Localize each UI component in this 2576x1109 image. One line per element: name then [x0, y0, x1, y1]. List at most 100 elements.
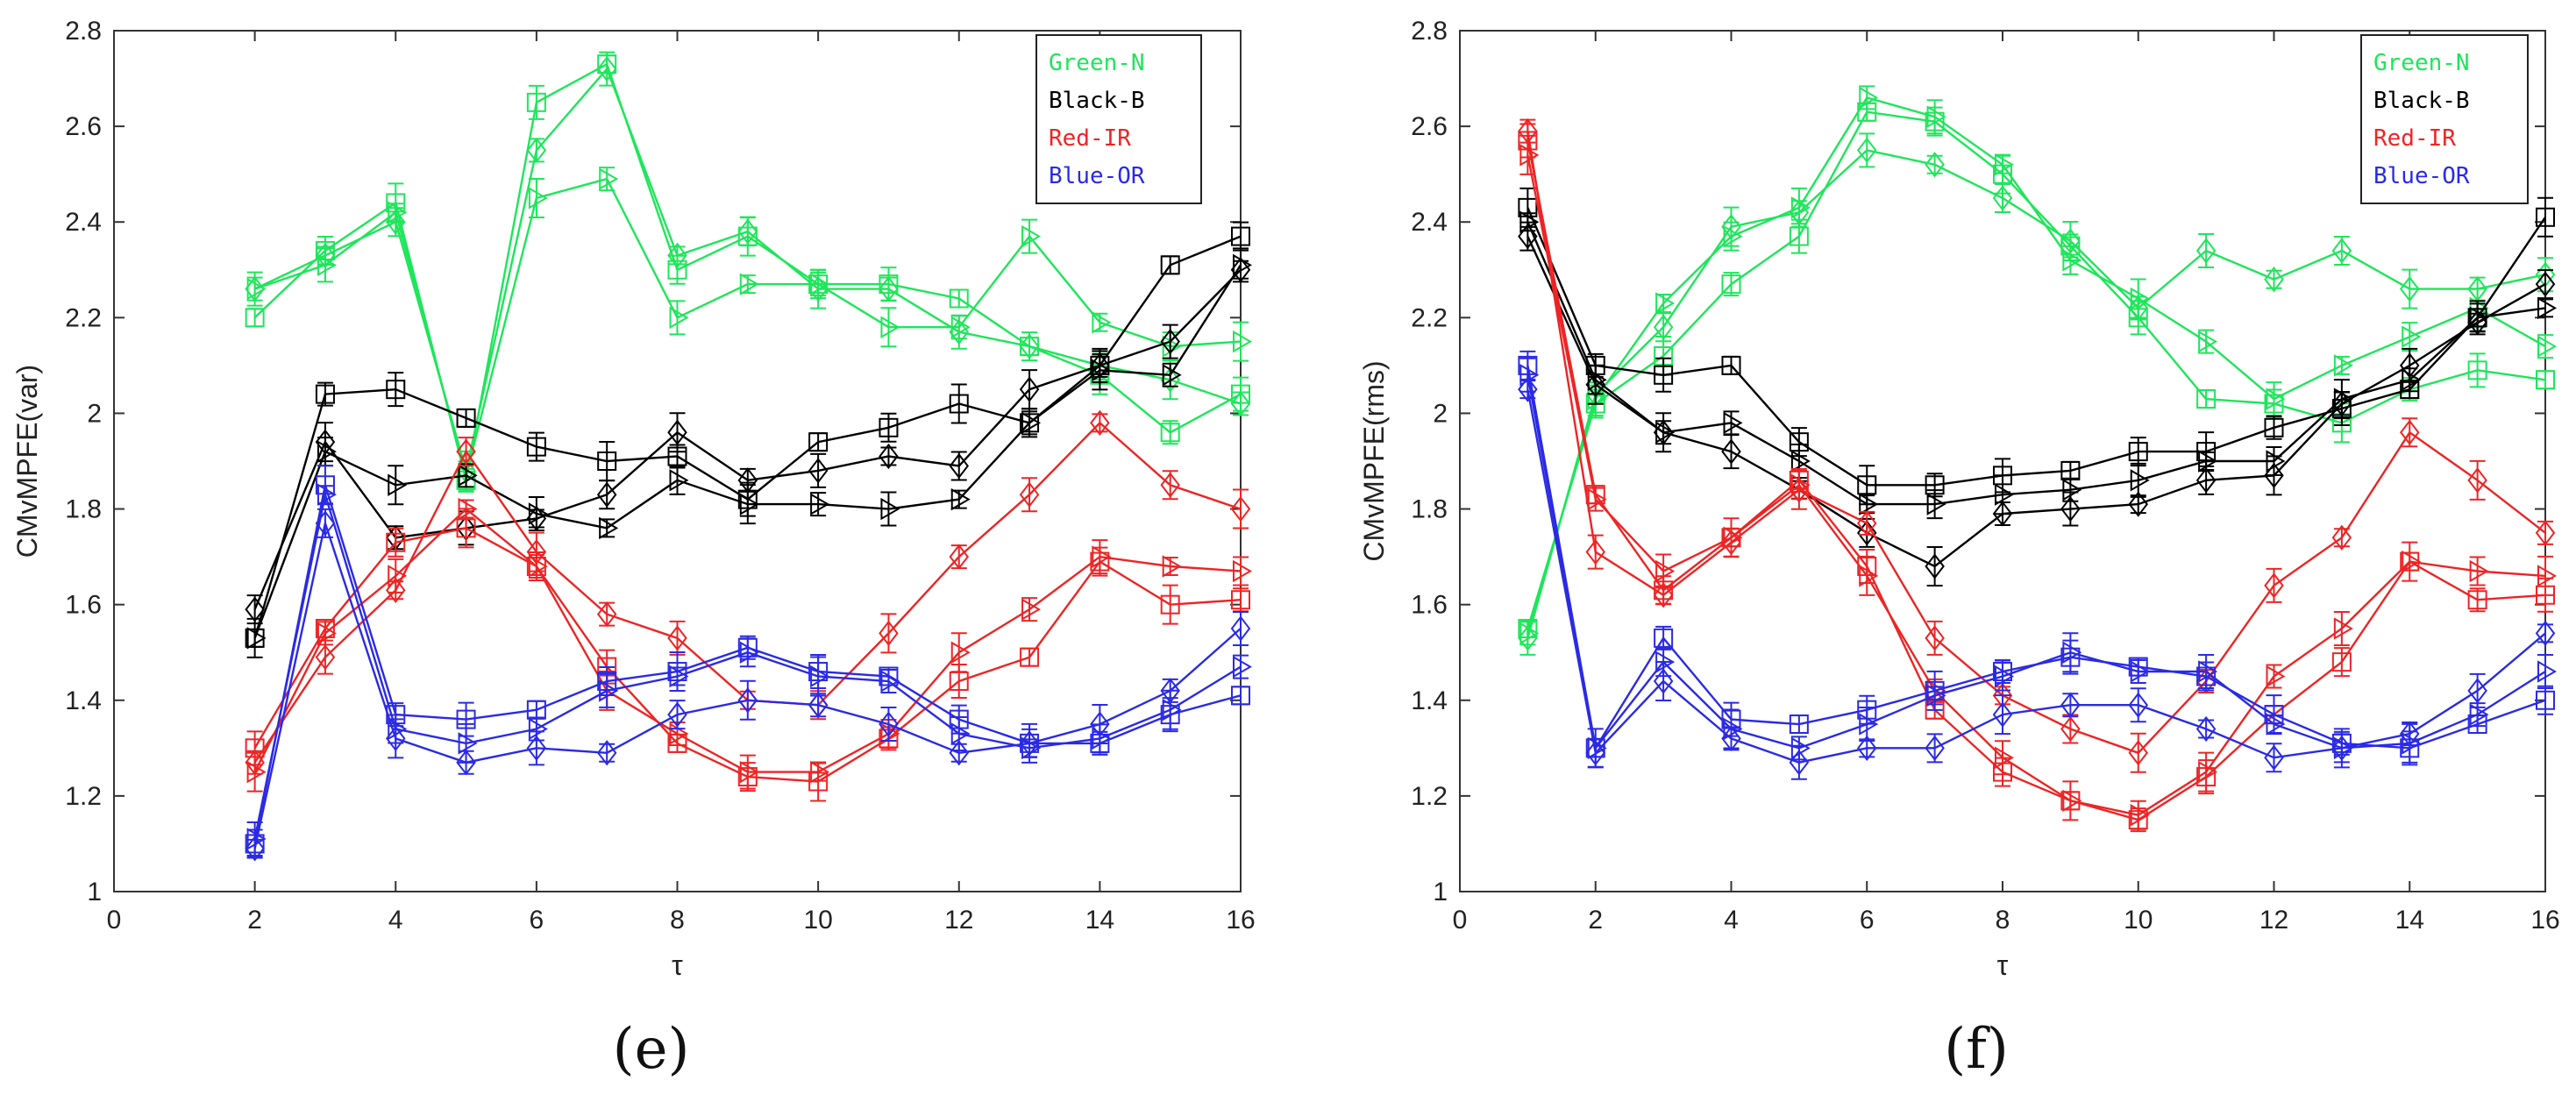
data-point-triangle [1859, 713, 1879, 736]
data-point-diamond [949, 740, 970, 766]
data-point-diamond [2060, 495, 2081, 523]
data-point-diamond [1992, 701, 2013, 728]
error-bar [1926, 489, 1943, 520]
error-bar [1233, 556, 1249, 586]
error-bar [1092, 350, 1108, 391]
error-bar [317, 381, 333, 407]
series-line [1526, 207, 2546, 487]
error-bar [1162, 420, 1178, 445]
data-point-triangle [1162, 364, 1182, 387]
x-tick-label: 8 [1996, 906, 2010, 935]
error-bar [2537, 623, 2553, 643]
data-point-triangle [1233, 253, 1252, 277]
data-point-triangle [458, 464, 478, 487]
data-point-square [526, 92, 546, 112]
error-bar [2266, 415, 2282, 440]
data-point-triangle [2062, 789, 2082, 813]
data-point-triangle [2537, 660, 2557, 683]
data-point-diamond [2264, 462, 2284, 489]
data-point-square [2196, 389, 2217, 409]
data-point-square [1160, 594, 1180, 615]
error-bar [2402, 268, 2418, 309]
y-tick-label: 1 [1433, 878, 1448, 906]
x-tick-label: 6 [530, 906, 544, 935]
data-point-diamond [596, 601, 617, 628]
error-bar [950, 632, 967, 673]
error-bar [1995, 182, 2010, 213]
data-point-diamond [667, 701, 687, 728]
data-point-square [2264, 417, 2284, 437]
data-point-diamond [1019, 376, 1040, 402]
data-point-triangle [2537, 296, 2557, 320]
error-bar [1995, 661, 2010, 692]
error-bar [2130, 659, 2146, 685]
series-line [1526, 154, 2546, 816]
error-bar [528, 496, 544, 532]
data-point-triangle [1519, 622, 1540, 645]
data-point-diamond [808, 458, 829, 484]
data-point-square [1789, 714, 1809, 735]
data-point-triangle [1519, 364, 1540, 387]
y-tick-label: 2.6 [1411, 112, 1448, 141]
error-bar [2402, 417, 2418, 448]
error-bar [1655, 312, 1672, 343]
error-bar [2130, 278, 2146, 319]
data-point-square [808, 432, 829, 452]
error-bar [950, 451, 967, 481]
error-bar [880, 613, 897, 654]
data-point-diamond [1721, 725, 1741, 752]
y-tick-label: 1.4 [1411, 686, 1448, 715]
legend-entry: Red-IR [2373, 125, 2456, 152]
error-bar [599, 743, 616, 763]
data-point-diamond [737, 218, 758, 245]
data-point-diamond [1160, 366, 1180, 393]
data-point-triangle [2537, 335, 2557, 358]
series-red-ir-square [1518, 123, 2555, 833]
data-point-diamond [1160, 328, 1180, 355]
error-bar [739, 679, 756, 721]
x-tick-label: 14 [1085, 906, 1114, 935]
data-point-triangle [2402, 550, 2422, 573]
data-point-triangle [2130, 660, 2150, 683]
data-point-triangle [950, 722, 971, 745]
x-tick-label: 12 [944, 906, 973, 935]
data-point-square [597, 451, 617, 471]
series-green-n-triangle [246, 167, 1252, 491]
data-point-triangle [739, 273, 759, 295]
data-point-diamond [1856, 735, 1877, 761]
data-point-diamond [1230, 390, 1251, 417]
error-bar [458, 437, 474, 467]
data-point-diamond [1090, 409, 1110, 436]
y-tick-label: 2.2 [1411, 303, 1448, 332]
data-point-triangle [950, 316, 971, 338]
error-bar [950, 383, 967, 424]
x-tick-label: 10 [2124, 906, 2153, 935]
y-tick-label: 1.6 [65, 591, 102, 620]
error-bar [528, 716, 544, 742]
legend-entry: Black-B [2373, 88, 2470, 114]
data-point-diamond [1721, 530, 1741, 556]
data-point-triangle [528, 555, 548, 578]
data-point-triangle [2469, 703, 2489, 726]
data-point-diamond [526, 137, 547, 164]
data-point-diamond [245, 835, 265, 862]
error-bar [880, 491, 897, 527]
data-point-triangle [246, 277, 267, 301]
data-point-triangle [1519, 144, 1540, 167]
data-point-triangle [599, 516, 619, 540]
data-point-triangle [1655, 421, 1676, 444]
data-point-square [245, 308, 265, 328]
data-point-triangle [528, 717, 548, 741]
data-point-diamond [2399, 275, 2420, 302]
error-bar [739, 217, 756, 247]
data-point-diamond [879, 620, 899, 647]
data-point-triangle [2198, 660, 2218, 683]
data-point-triangle [1021, 736, 1042, 760]
x-tick-label: 14 [2395, 906, 2424, 935]
data-point-diamond [2331, 238, 2352, 264]
data-point-triangle [1092, 545, 1112, 568]
data-point-triangle [2469, 559, 2489, 583]
error-bar [1995, 740, 2010, 776]
data-point-triangle [1162, 698, 1182, 722]
data-point-diamond [2535, 520, 2556, 546]
